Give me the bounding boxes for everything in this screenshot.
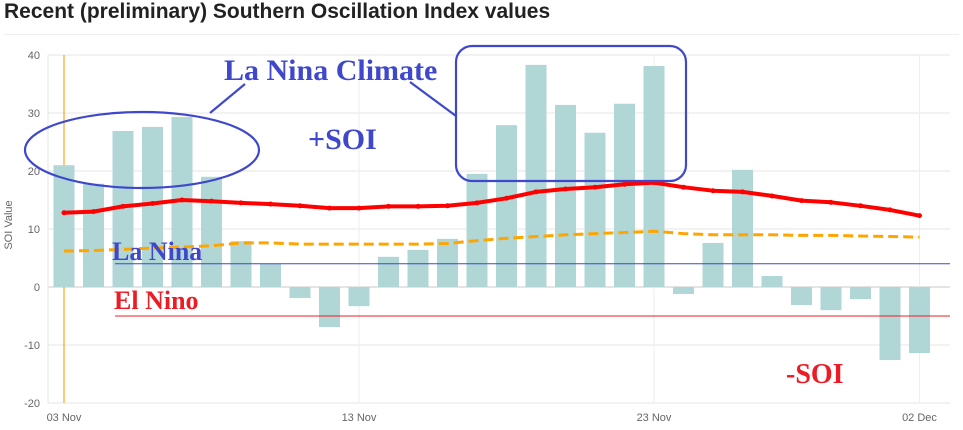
soi-bar bbox=[260, 263, 281, 287]
avg30-point bbox=[238, 200, 244, 206]
avg30-point bbox=[150, 200, 155, 206]
soi-bar bbox=[466, 173, 488, 287]
avg30-point bbox=[858, 203, 863, 209]
soi-bar bbox=[289, 287, 311, 299]
x-tick-label: 03 Nov bbox=[47, 412, 82, 424]
avg30-point bbox=[799, 198, 804, 204]
avg30-point bbox=[209, 198, 214, 204]
avg30-point bbox=[415, 203, 421, 209]
soi-bar bbox=[319, 287, 340, 328]
el-nino-label: El Nino bbox=[114, 286, 199, 315]
highlight-box bbox=[454, 44, 688, 183]
avg30-point bbox=[386, 203, 391, 209]
avg30-point bbox=[887, 207, 893, 213]
soi-bar bbox=[909, 287, 930, 354]
avg30-point bbox=[61, 210, 67, 216]
soi-bar bbox=[879, 287, 901, 361]
highlight-ellipse bbox=[23, 110, 261, 190]
avg30-point bbox=[327, 205, 332, 211]
y-tick-label: -10 bbox=[24, 340, 40, 352]
soi-bar bbox=[614, 103, 635, 287]
avg90-line bbox=[63, 229, 920, 253]
soi-bar bbox=[53, 165, 75, 287]
la-nina-climate-label: La Nina Climate bbox=[224, 54, 437, 87]
avg30-point bbox=[622, 181, 627, 187]
chart-title: Recent (preliminary) Southern Oscillatio… bbox=[4, 0, 551, 23]
avg30-point bbox=[563, 186, 568, 192]
soi-bar bbox=[201, 176, 222, 287]
soi-bar bbox=[702, 242, 724, 287]
y-tick-label: 0 bbox=[34, 282, 40, 294]
avg30-point bbox=[120, 203, 126, 209]
avg30-point bbox=[91, 209, 96, 215]
y-tick-label: 20 bbox=[28, 166, 40, 178]
soi-bar bbox=[643, 66, 665, 288]
x-tick-label: 02 Dec bbox=[902, 412, 937, 424]
la-nina-label: La Nina bbox=[112, 237, 202, 266]
soi-bar bbox=[378, 256, 399, 287]
y-tick-label: -20 bbox=[24, 398, 40, 410]
x-axis-ticks: 03 Nov 13 Nov 23 Nov 02 Dec bbox=[47, 412, 938, 424]
plus-soi-label: +SOI bbox=[308, 123, 377, 156]
threshold-lines bbox=[115, 263, 950, 317]
y-tick-label: 10 bbox=[28, 224, 40, 236]
soi-bar bbox=[820, 287, 842, 311]
y-tick-label: 30 bbox=[28, 108, 40, 120]
soi-bar bbox=[83, 183, 104, 287]
soi-bar bbox=[348, 287, 370, 307]
avg30-point bbox=[710, 188, 716, 194]
soi-bar bbox=[555, 104, 576, 287]
soi-bar bbox=[850, 287, 871, 300]
callout-line-right bbox=[409, 81, 457, 117]
avg30-point bbox=[297, 203, 303, 209]
soi-bar bbox=[525, 64, 547, 287]
average-lines bbox=[61, 180, 922, 253]
soi-bar bbox=[496, 125, 517, 288]
avg30-point bbox=[179, 197, 185, 203]
title-divider bbox=[4, 34, 959, 35]
avg30-point bbox=[445, 203, 450, 209]
avg30-point bbox=[356, 205, 362, 211]
avg30-point bbox=[917, 213, 922, 219]
callout-line-left bbox=[209, 83, 246, 114]
avg30-point bbox=[533, 189, 539, 195]
avg30-line bbox=[63, 180, 920, 218]
x-tick-label: 13 Nov bbox=[342, 412, 377, 424]
minus-soi-label: -SOI bbox=[786, 359, 844, 390]
avg30-point bbox=[740, 189, 745, 195]
y-axis-ticks: -20 -10 0 10 20 30 40 bbox=[24, 50, 40, 410]
avg30-point bbox=[769, 193, 775, 199]
avg30-point bbox=[474, 200, 480, 206]
soi-bar bbox=[732, 169, 753, 287]
avg30-point bbox=[268, 201, 273, 207]
avg30-point bbox=[681, 184, 686, 190]
soi-bar bbox=[673, 287, 694, 294]
soi-bar bbox=[437, 238, 458, 287]
soi-bar bbox=[584, 132, 606, 287]
y-axis-label: SOI Value bbox=[3, 200, 15, 249]
avg30-point bbox=[592, 184, 598, 190]
x-tick-label: 23 Nov bbox=[637, 412, 672, 424]
soi-bar bbox=[761, 275, 783, 287]
soi-bar bbox=[407, 249, 429, 287]
y-tick-label: 40 bbox=[28, 50, 40, 62]
avg30-point bbox=[504, 195, 509, 201]
soi-bar bbox=[791, 287, 812, 305]
avg30-point bbox=[828, 199, 834, 205]
